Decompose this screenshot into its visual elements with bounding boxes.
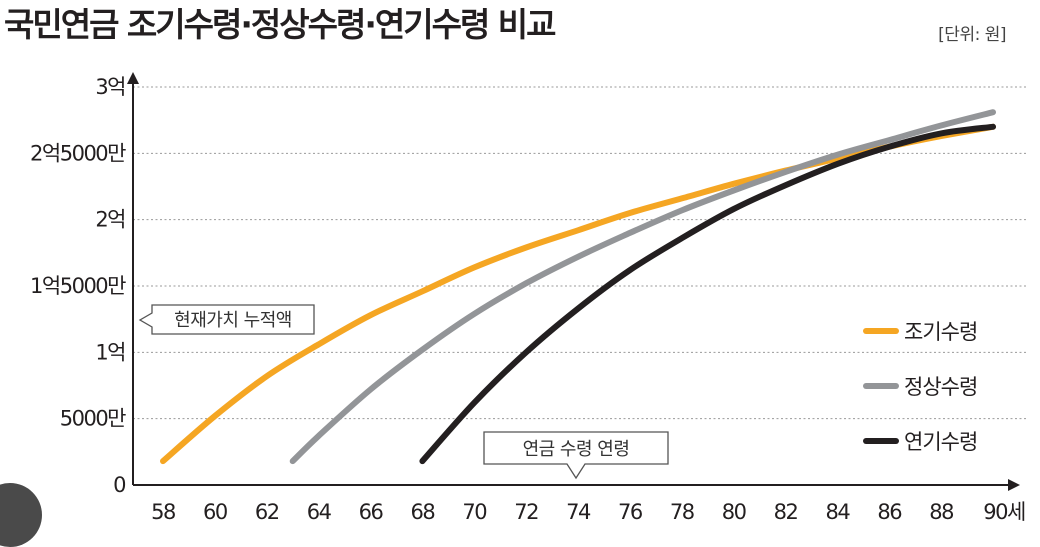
x-tick-label: 70: [462, 500, 486, 524]
legend-label: 조기수령: [904, 320, 977, 344]
annotation-pension-age-text: 연금 수령 연령: [523, 439, 630, 460]
x-tick-label: 90세: [983, 500, 1025, 524]
x-tick-label: 62: [255, 500, 279, 524]
legend-label: 정상수령: [904, 375, 977, 399]
x-tick-label: 76: [618, 500, 643, 524]
page-title: 국민연금 조기수령·정상수령·연기수령 비교: [4, 5, 557, 44]
x-tick-label: 88: [929, 500, 953, 524]
x-tick-label: 86: [877, 500, 902, 524]
x-tick-label: 74: [566, 500, 591, 524]
annotation-present-value-text: 현재가치 누적액: [174, 310, 292, 331]
x-tick-label: 80: [722, 500, 746, 524]
y-tick-label: 0: [113, 473, 125, 497]
x-tick-label: 60: [203, 500, 227, 524]
x-tick-label: 82: [774, 500, 798, 524]
y-tick-label: 2억: [95, 208, 125, 232]
grid-lines: [133, 86, 1028, 420]
y-tick-label: 2억5000만: [30, 141, 126, 165]
x-tick-label: 72: [514, 500, 538, 524]
x-tick-label: 64: [307, 500, 332, 524]
annotation-present-value-box: [138, 304, 315, 335]
y-tick-label: 5000만: [60, 407, 126, 431]
series-line-2: [289, 109, 996, 465]
x-tick-label: 58: [151, 500, 175, 524]
legend-label: 연기수령: [904, 430, 977, 454]
x-tick-label: 66: [359, 500, 384, 524]
annotation-pension-age: 연금 수령 연령: [483, 431, 669, 480]
series-line-1: [160, 123, 996, 465]
x-tick-label: 68: [411, 500, 435, 524]
x-axis-tick-labels: 58 60 62 64 66 68 70 72 74 76 78 80 82 84 86 88 90세: [151, 500, 1026, 524]
annotation-pension-age-box: [483, 431, 669, 480]
y-axis-arrow-icon: [127, 72, 139, 84]
x-axis-arrow-icon: [1008, 479, 1020, 491]
axes: [127, 72, 1020, 491]
y-tick-label: 1억5000만: [30, 274, 126, 298]
annotation-present-value: 현재가치 누적액: [138, 304, 315, 335]
x-tick-label: 84: [826, 500, 851, 524]
x-tick-label: 78: [670, 500, 694, 524]
unit-label: [단위: 원]: [938, 25, 1006, 45]
series-line-3: [419, 123, 996, 465]
y-tick-label: 3억: [95, 75, 125, 99]
series-lines: [160, 109, 996, 465]
y-axis-tick-labels: 0 5000만 1억 1억5000만 2억 2억5000만 3억: [30, 75, 128, 497]
y-tick-label: 1억: [95, 340, 125, 364]
